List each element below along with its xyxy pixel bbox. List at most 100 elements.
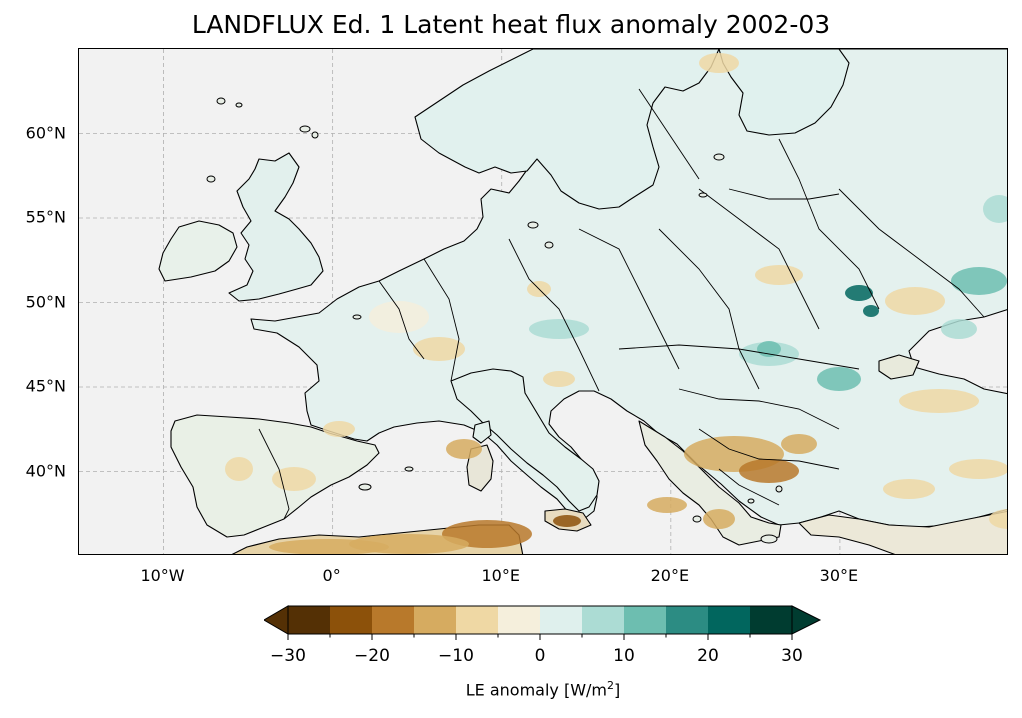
border-path <box>698 188 820 330</box>
anomaly-patch <box>369 301 429 333</box>
anomaly-patch <box>885 287 945 315</box>
anomaly-patch <box>446 439 482 459</box>
island <box>404 466 414 472</box>
border-path <box>423 258 460 382</box>
colorbar-label-sup: 2 <box>607 679 615 692</box>
anomaly-patch <box>941 319 977 339</box>
anomaly-patch <box>225 457 253 481</box>
colorbar-tick-label: 30 <box>781 646 803 666</box>
land-great-britain <box>228 152 324 302</box>
colorbar-extend-high <box>791 605 822 635</box>
map-title: LANDFLUX Ed. 1 Latent heat flux anomaly … <box>191 10 831 39</box>
anomaly-patch <box>323 421 355 437</box>
island <box>527 221 539 229</box>
colorbar-cell <box>288 606 331 634</box>
colorbar-tick-label: 20 <box>697 646 719 666</box>
anomaly-patch <box>647 497 687 513</box>
border-path <box>658 228 760 390</box>
colorbar-cell <box>456 606 499 634</box>
country-borders <box>258 88 985 520</box>
anomaly-shading <box>225 53 1007 554</box>
colorbar-cell <box>750 606 793 634</box>
island <box>352 314 362 320</box>
island <box>775 485 783 493</box>
colorbar-label: LE anomaly [W/m2] <box>0 679 1022 699</box>
border-path <box>728 188 840 200</box>
colorbar-cell <box>582 606 625 634</box>
colorbar-tick-label: −10 <box>438 646 474 666</box>
border-path <box>578 228 680 370</box>
anomaly-patch <box>699 53 739 73</box>
colorbar-cell <box>624 606 667 634</box>
island <box>299 125 311 133</box>
land-crimea <box>878 354 920 380</box>
land-corsica <box>472 420 492 444</box>
island <box>216 97 226 105</box>
colorbar-extend-low <box>264 605 289 635</box>
border-path <box>638 88 700 180</box>
anomaly-patch <box>529 319 589 339</box>
islands <box>206 97 783 544</box>
lon-tick-label: 20°E <box>650 566 690 585</box>
lon-tick-label: 10°E <box>481 566 520 585</box>
island <box>698 192 708 198</box>
anomaly-patch <box>983 195 1007 223</box>
anomaly-patch <box>272 467 316 491</box>
colorbar-cell <box>372 606 415 634</box>
land-ireland <box>158 220 238 282</box>
island <box>358 483 372 491</box>
border-path <box>838 188 985 318</box>
colorbar-tick-label: −20 <box>354 646 390 666</box>
anomaly-patch <box>817 367 861 391</box>
island <box>311 131 319 139</box>
lon-tick-label: 10°W <box>140 566 185 585</box>
anomaly-patch <box>739 459 799 483</box>
border-path <box>258 428 290 520</box>
anomaly-patch <box>989 509 1007 529</box>
colorbar-ticks <box>287 634 793 640</box>
map-canvas <box>79 49 1007 554</box>
anomaly-patch <box>703 509 735 529</box>
lat-tick-label: 40°N <box>25 461 66 480</box>
anomaly-patch <box>845 285 873 301</box>
border-path <box>778 138 880 310</box>
anomaly-patch <box>757 341 781 357</box>
anomaly-patch <box>413 337 465 361</box>
colorbar-tick-label: 0 <box>534 646 546 666</box>
map-panel <box>78 48 1008 555</box>
anomaly-patch <box>781 434 817 454</box>
land-finland <box>718 49 850 136</box>
colorbar-tick-label: −30 <box>270 646 306 666</box>
colorbar-cell <box>330 606 373 634</box>
lat-tick-label: 60°N <box>25 123 66 142</box>
colorbar-cell <box>414 606 457 634</box>
island <box>692 515 702 523</box>
anomaly-patch <box>949 459 1007 479</box>
colorbar-label-main: LE anomaly [W/m <box>465 680 608 700</box>
border-path <box>718 468 780 506</box>
border-path <box>678 388 840 430</box>
colorbar-cells <box>264 605 822 635</box>
colorbar-tick-label: 10 <box>613 646 635 666</box>
land-italy <box>450 368 600 512</box>
island <box>760 534 778 544</box>
anomaly-patch <box>755 265 803 285</box>
land-turkey <box>798 510 1007 554</box>
island <box>747 498 755 504</box>
lat-tick-label: 55°N <box>25 207 66 227</box>
colorbar-cell <box>498 606 541 634</box>
border-path <box>378 280 425 360</box>
anomaly-patch <box>883 479 935 499</box>
colorbar-cell <box>708 606 751 634</box>
land-scandinavia <box>414 49 720 210</box>
anomaly-patch <box>543 371 575 387</box>
lon-tick-label: 0° <box>322 566 341 585</box>
island <box>544 241 554 249</box>
anomaly-patch <box>863 305 879 317</box>
border-path <box>698 428 840 470</box>
border-path <box>508 238 600 392</box>
colorbar-label-end: ] <box>614 680 621 700</box>
anomaly-patch <box>951 267 1007 295</box>
colorbar-cell <box>666 606 709 634</box>
lat-tick-label: 50°N <box>25 292 66 311</box>
